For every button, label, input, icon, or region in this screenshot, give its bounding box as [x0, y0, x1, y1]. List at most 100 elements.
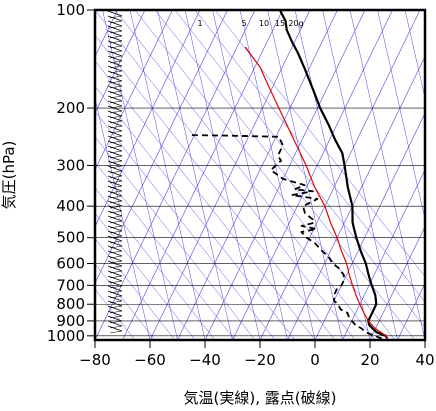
- isotherm-line: [369, 225, 425, 340]
- wind-barb: [107, 300, 123, 307]
- temperature-profile-line: [278, 10, 389, 340]
- wind-barb: [107, 210, 123, 217]
- wind-barb: [107, 250, 123, 257]
- wind-barb: [107, 230, 123, 237]
- wind-barb: [107, 255, 123, 262]
- wind-barb: [107, 50, 123, 57]
- wind-barb: [107, 145, 123, 152]
- wind-barb: [107, 125, 123, 132]
- wind-barb: [107, 205, 123, 212]
- wind-barb: [107, 115, 123, 122]
- wind-barb: [107, 70, 123, 77]
- mixing-ratio-line: [294, 10, 371, 340]
- wind-barb: [107, 315, 123, 322]
- adiabat-line: [114, 10, 376, 340]
- wind-barb: [107, 185, 123, 192]
- isotherm-line: [342, 169, 425, 340]
- wind-barb: [107, 110, 123, 117]
- isotherm-line: [149, 10, 311, 340]
- mixing-ratio-line: [102, 10, 178, 340]
- adiabat-line: [174, 10, 425, 328]
- y-tick-label: 600: [56, 255, 85, 273]
- wind-barb: [107, 310, 123, 317]
- x-tick-label: −60: [134, 351, 166, 369]
- adiabat-line: [95, 34, 336, 340]
- mixing-ratio-label: 10: [259, 19, 269, 28]
- isotherm-line: [95, 10, 173, 171]
- adiabat-line: [95, 238, 176, 340]
- background-grid: [95, 10, 425, 340]
- wind-barb: [107, 320, 123, 327]
- wind-barbs: [107, 10, 123, 334]
- wind-barb: [107, 35, 123, 42]
- wind-barb: [107, 200, 123, 207]
- wind-barb: [107, 290, 123, 297]
- wind-barb: [107, 190, 123, 197]
- y-tick-label: 200: [56, 99, 85, 117]
- x-axis: −80 −60 −40 −20 0 20 40: [79, 340, 435, 369]
- wind-barb: [107, 275, 123, 282]
- wind-barb: [107, 75, 123, 82]
- wind-barb: [107, 80, 123, 87]
- wind-barb: [107, 170, 123, 177]
- x-tick-label: −80: [79, 351, 111, 369]
- adiabat-line: [95, 212, 196, 340]
- isotherm-line: [95, 10, 256, 340]
- adiabat-line: [95, 111, 276, 340]
- mixing-ratio-labels: 1 5 10 15 20g: [197, 19, 303, 28]
- wind-barb: [107, 240, 123, 247]
- wind-barb: [107, 100, 123, 107]
- y-tick-label: 800: [56, 295, 85, 313]
- wind-barb: [107, 135, 123, 142]
- wind-barb: [107, 120, 123, 127]
- wind-barb: [107, 85, 123, 92]
- mixing-ratio-line: [157, 10, 233, 340]
- x-tick-label: 40: [415, 351, 434, 369]
- wind-barb: [107, 305, 123, 312]
- wind-barb: [109, 330, 123, 334]
- y-tick-label: 500: [56, 229, 85, 247]
- mixing-ratio-line: [129, 10, 206, 340]
- isotherm-line: [259, 10, 421, 340]
- mixing-ratio-label: 5: [241, 19, 246, 28]
- adiabat-line: [134, 10, 396, 340]
- wind-barb: [107, 220, 123, 227]
- x-tick-label: −20: [244, 351, 276, 369]
- wind-barb: [107, 20, 123, 27]
- x-tick-label: −40: [189, 351, 221, 369]
- mixing-ratio-label: 1: [197, 19, 202, 28]
- wind-barb: [107, 195, 123, 202]
- y-tick-label: 100: [56, 1, 85, 19]
- isotherm-line: [314, 112, 425, 340]
- adiabat-line: [95, 263, 156, 340]
- mixing-ratio-label: 15: [275, 19, 285, 28]
- isotherm-line: [122, 10, 283, 340]
- wind-barb: [107, 105, 123, 112]
- mixing-ratio-line: [404, 10, 425, 100]
- y-tick-label: 300: [56, 156, 85, 174]
- wind-barb: [107, 285, 123, 292]
- isotherm-line: [397, 282, 425, 340]
- mixing-ratio-line: [212, 10, 288, 340]
- wind-barb: [107, 235, 123, 242]
- mixing-ratio-line: [377, 10, 425, 221]
- wind-barb: [107, 175, 123, 182]
- mixing-ratio-line: [349, 10, 425, 340]
- wind-barb: [107, 45, 123, 52]
- wind-barb: [107, 155, 123, 162]
- wind-barb: [107, 95, 123, 102]
- y-tick-label: 400: [56, 197, 85, 215]
- wind-barb: [107, 180, 123, 187]
- profile-lines: [188, 10, 389, 340]
- x-axis-title: 気温(実線), 露点(破線): [184, 389, 337, 407]
- x-tick-label: 20: [360, 351, 379, 369]
- isotherm-line: [287, 55, 425, 340]
- mixing-ratio-line: [184, 10, 261, 340]
- wind-barb: [107, 215, 123, 222]
- plot-frame: [93, 8, 427, 342]
- wind-barb: [107, 225, 123, 232]
- y-axis-title: 気圧(hPa): [0, 141, 18, 210]
- red-profile-line: [244, 46, 388, 339]
- wind-barb: [107, 130, 123, 137]
